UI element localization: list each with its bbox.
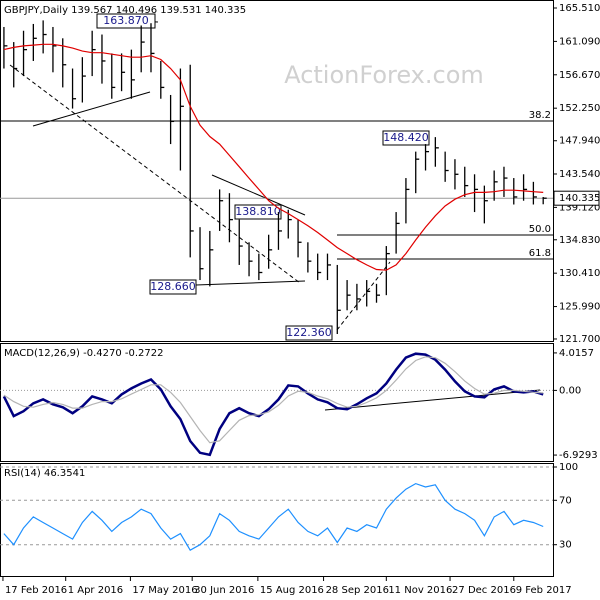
trendlines bbox=[9, 19, 541, 411]
annotation: 122.360 bbox=[286, 326, 332, 339]
y-tick-label: 161.090 bbox=[559, 36, 600, 47]
y-tick-label: 156.670 bbox=[559, 70, 600, 81]
annotation-box bbox=[149, 279, 197, 295]
annotation: 128.660 bbox=[150, 280, 196, 293]
y-tick-label: 134.830 bbox=[559, 235, 600, 246]
annotation: 163.870 bbox=[103, 14, 149, 27]
watermark: ActionForex.com bbox=[284, 61, 484, 89]
x-tick-label: 28 Sep 2016 bbox=[326, 585, 389, 596]
trendline bbox=[195, 280, 306, 286]
y-tick-label: 0.00 bbox=[559, 385, 581, 396]
level-label: 50.0 bbox=[529, 224, 551, 235]
level-label: 38.2 bbox=[529, 110, 551, 121]
y-tick-label: 143.540 bbox=[559, 169, 600, 180]
y-tick-label: 130.410 bbox=[559, 268, 600, 279]
macd-panel-frame bbox=[0, 343, 554, 462]
y-tick-label: 125.990 bbox=[559, 302, 600, 313]
moving-average bbox=[3, 43, 544, 271]
x-tick-label: 30 Jun 2016 bbox=[194, 585, 254, 596]
x-tick-label: 15 Aug 2016 bbox=[260, 585, 324, 596]
annotation-box bbox=[96, 13, 156, 29]
x-tick-label: 9 Feb 2017 bbox=[516, 585, 572, 596]
trendline bbox=[32, 91, 151, 127]
annotation: 148.420 bbox=[383, 131, 429, 144]
x-tick-label: 1 Apr 2016 bbox=[68, 585, 123, 596]
rsi-panel-frame bbox=[0, 463, 554, 577]
x-tick-label: 27 Dec 2016 bbox=[452, 585, 516, 596]
y-tick-label: 147.940 bbox=[559, 136, 600, 147]
last-price-label: 140.335 bbox=[559, 193, 600, 204]
y-tick-label: 4.0157 bbox=[559, 348, 594, 359]
trendline bbox=[336, 261, 391, 331]
annotation-box bbox=[285, 325, 333, 341]
panel-title: GBPJPY,Daily 139.567 140.496 139.531 140… bbox=[4, 5, 246, 16]
annotation-box bbox=[234, 204, 282, 220]
annotation-box bbox=[382, 130, 430, 146]
y-tick-label: 30 bbox=[559, 540, 572, 551]
y-tick-label: 139.120 bbox=[559, 202, 600, 213]
last-price-box bbox=[553, 190, 600, 206]
annotation: 138.810 bbox=[235, 205, 281, 218]
x-tick-label: 17 Feb 2016 bbox=[5, 585, 67, 596]
x-tick-label: 11 Nov 2016 bbox=[388, 585, 452, 596]
x-tick-label: 17 May 2016 bbox=[132, 585, 197, 596]
y-tick-label: 70 bbox=[559, 495, 572, 506]
y-tick-label: 152.250 bbox=[559, 103, 600, 114]
y-tick-label: -6.9293 bbox=[559, 450, 598, 461]
indicator-line bbox=[2, 352, 544, 457]
panel-title: MACD(12,26,9) -0.4270 -0.2722 bbox=[4, 348, 164, 359]
trendline bbox=[211, 174, 306, 216]
trendline bbox=[9, 64, 301, 284]
y-tick-label: 100 bbox=[559, 462, 578, 473]
indicator-line bbox=[3, 356, 544, 444]
y-tick-label: 121.700 bbox=[559, 334, 600, 345]
y-tick-label: 165.510 bbox=[559, 3, 600, 14]
level-label: 61.8 bbox=[529, 248, 551, 259]
panel-title: RSI(14) 46.3541 bbox=[4, 468, 85, 479]
price-panel-frame bbox=[0, 0, 554, 342]
trendline bbox=[324, 389, 541, 411]
indicator-line bbox=[3, 482, 544, 552]
